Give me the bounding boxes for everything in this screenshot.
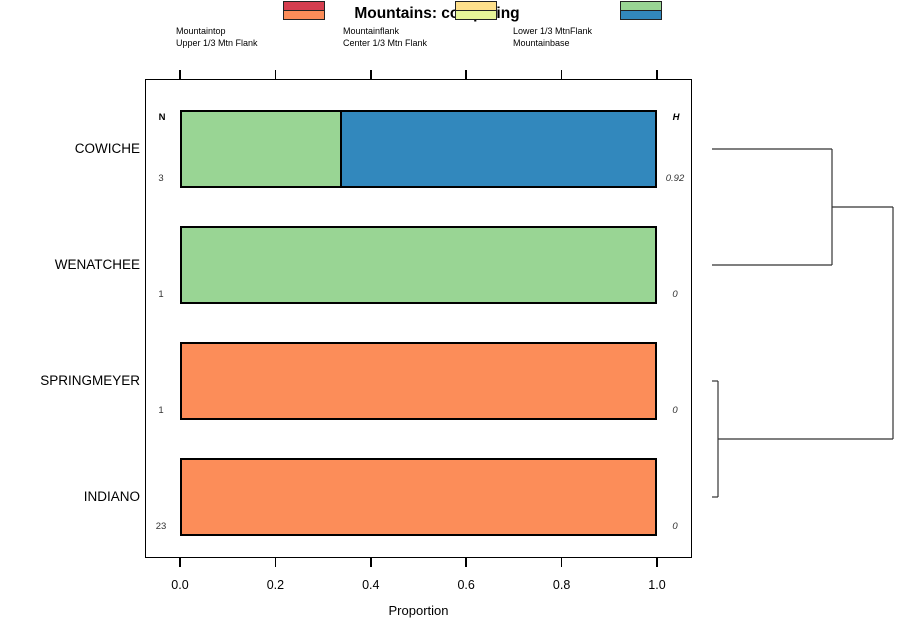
- chart-title: Mountains: competing: [354, 5, 520, 22]
- bar-segment: [182, 344, 655, 418]
- bar-row: [180, 342, 657, 420]
- n-value: 23: [155, 521, 167, 532]
- axis-tick: [370, 558, 372, 567]
- legend-label: Center 1/3 Mtn Flank: [343, 37, 428, 48]
- bar-segment: [182, 112, 340, 186]
- legend-swatches-2: [455, 1, 497, 20]
- x-tick-label: 0.8: [552, 578, 571, 592]
- h-value: 0: [672, 405, 678, 416]
- legend-column-1: Mountaintop Upper 1/3 Mtn Flank: [176, 26, 258, 49]
- axis-tick: [465, 70, 467, 79]
- legend-label: Mountainbase: [513, 37, 570, 48]
- axis-tick: [370, 70, 372, 79]
- legend-swatches-1: [283, 1, 325, 20]
- bar-segment: [339, 112, 655, 186]
- x-tick-label: 0.2: [266, 578, 285, 592]
- legend-label: Upper 1/3 Mtn Flank: [176, 37, 258, 48]
- axis-tick: [465, 558, 467, 567]
- legend-swatch: [455, 10, 497, 20]
- axis-tick: [274, 70, 277, 79]
- category-label: INDIANO: [83, 489, 140, 504]
- bar-segment: [182, 460, 655, 534]
- category-label: COWICHE: [74, 141, 140, 156]
- n-value: 1: [158, 289, 164, 300]
- n-value: 3: [158, 173, 164, 184]
- n-value: 1: [158, 405, 164, 416]
- bar-row: [180, 110, 657, 188]
- axis-tick: [560, 70, 563, 79]
- legend-label: Mountainflank: [343, 26, 400, 36]
- n-column-header: N: [158, 112, 166, 123]
- category-label: WENATCHEE: [54, 257, 140, 272]
- legend-label: Lower 1/3 MtnFlank: [513, 26, 593, 36]
- axis-tick: [656, 558, 658, 567]
- x-axis-label: Proportion: [388, 603, 449, 618]
- axis-tick: [274, 558, 277, 567]
- axis-tick: [560, 558, 563, 567]
- h-column-header: H: [672, 112, 680, 123]
- axis-tick: [179, 558, 181, 567]
- bar-row: [180, 226, 657, 304]
- x-tick-label: 1.0: [648, 578, 666, 592]
- h-value: 0: [672, 521, 678, 532]
- h-value: 0: [672, 289, 678, 300]
- bar-row: [180, 458, 657, 536]
- x-tick-label: 0.0: [171, 578, 189, 592]
- legend-label: Mountaintop: [176, 26, 226, 36]
- h-value: 0.92: [665, 173, 685, 184]
- legend-column-3: Lower 1/3 MtnFlank Mountainbase: [513, 26, 592, 49]
- legend-swatch: [283, 10, 325, 20]
- bar-segment: [182, 228, 655, 302]
- legend-column-2: Mountainflank Center 1/3 Mtn Flank: [343, 26, 427, 49]
- axis-tick: [656, 70, 658, 79]
- legend-swatches-3: [620, 1, 662, 20]
- x-tick-label: 0.4: [362, 578, 380, 592]
- legend-swatch: [620, 10, 662, 20]
- category-label: SPRINGMEYER: [40, 373, 140, 388]
- x-tick-label: 0.6: [457, 578, 475, 592]
- axis-tick: [179, 70, 181, 79]
